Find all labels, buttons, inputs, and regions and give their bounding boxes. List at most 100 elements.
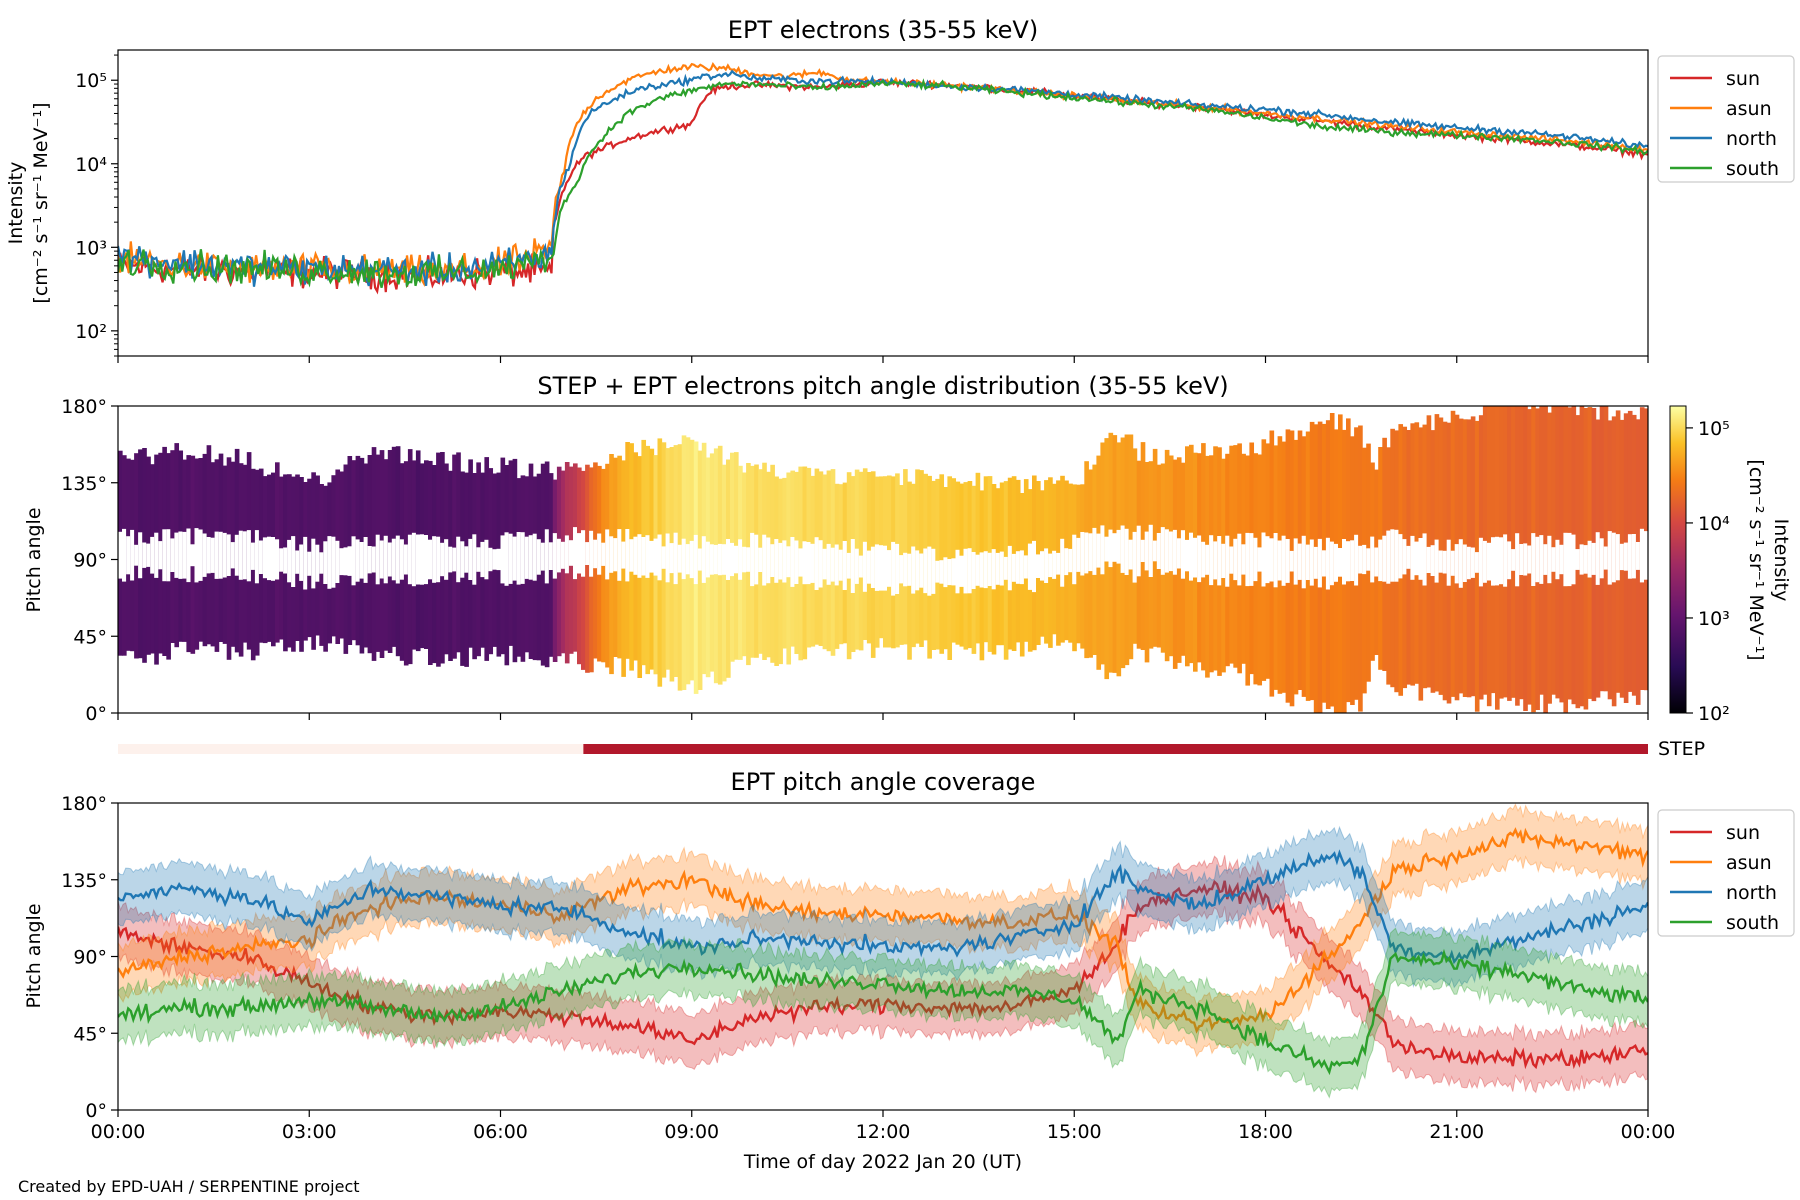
pad-heatmap-gap (1414, 541, 1420, 576)
pad-heatmap-gap (379, 540, 385, 579)
pad-heatmap-gap (1084, 532, 1089, 574)
pad-heatmap-gap (1450, 550, 1456, 576)
pad-heatmap-gap (484, 539, 490, 580)
pad-heatmap-gap (1060, 538, 1065, 587)
pad-heatmap-gap (834, 544, 840, 586)
pad-heatmap-gap (1499, 537, 1504, 585)
pad-heatmap-gap (1128, 539, 1134, 570)
pad-heatmap-gap (1164, 529, 1170, 573)
pad-heatmap-gap (1434, 539, 1440, 583)
pad-heatmap-gap (870, 546, 876, 588)
intensity-series-group (118, 61, 1648, 295)
pad-heatmap-gap (1313, 546, 1319, 579)
pad-heatmap-gap (1410, 535, 1416, 580)
pad-heatmap-gap (1462, 544, 1468, 582)
pad-heatmap-gap (1563, 532, 1569, 587)
pad-heatmap-gap (1644, 531, 1648, 580)
pad-heatmap-gap (1011, 553, 1017, 582)
pad-heatmap-gap (818, 540, 824, 588)
pad-heatmap-gap (1535, 536, 1540, 583)
pad-heatmap-gap (794, 540, 800, 584)
colorbar-ticks: 10² 10³ 10⁴ 10⁵ (1686, 418, 1730, 725)
pad-heatmap-gap (1527, 545, 1532, 574)
pad-heatmap-gap (331, 536, 337, 588)
intensity-legend-label-sun: sun (1726, 68, 1760, 90)
pad-heatmap-gap (1019, 550, 1025, 585)
pad-heatmap-gap (1329, 541, 1335, 586)
pad-heatmap-gap (383, 535, 389, 584)
pad-heatmap-gap (560, 541, 566, 569)
x-tick-label: 21:00 (1429, 1121, 1484, 1143)
pad-heatmap-gap (1305, 544, 1311, 580)
pad-heatmap-gap (1201, 541, 1206, 578)
pad-heatmap-gap (1136, 525, 1142, 577)
pad-heatmap-gap (516, 532, 522, 585)
pad-heatmap-gap (822, 548, 828, 580)
intensity-y-tick-label: 10³ (75, 237, 107, 259)
pad-heatmap-gap (1587, 540, 1593, 578)
pad-heatmap-gap (1438, 550, 1444, 573)
pad-heatmap-gap (1559, 544, 1565, 575)
coverage-y-ticks: 0° 45° 90° 135° 180° (61, 793, 118, 1122)
pad-heatmap-gap (637, 534, 643, 578)
pad-heatmap-gap (464, 546, 469, 573)
pad-heatmap-gap (762, 534, 767, 586)
pad-heatmap-gap (279, 548, 284, 572)
coverage-x-ticks: 00:00 03:00 06:00 09:00 12:00 15:00 18:00 21:00… (91, 1110, 1675, 1143)
pad-heatmap-gap (629, 539, 634, 572)
pad-heatmap-gap (750, 532, 755, 587)
pad-heatmap-gap (625, 529, 630, 582)
pad-heatmap-gap (1273, 533, 1279, 588)
pad-heatmap-gap (307, 551, 312, 576)
pad-heatmap-gap (826, 543, 832, 585)
x-tick-label: 15:00 (1047, 1121, 1102, 1143)
pad-heatmap-gap (1217, 536, 1222, 586)
pad-heatmap-gap (178, 531, 184, 579)
pad-heatmap-gap (1040, 551, 1045, 581)
pad-heatmap-gap (1285, 539, 1291, 583)
pad-heatmap-gap (919, 553, 924, 588)
pad-heatmap-gap (597, 533, 602, 575)
pad-heatmap-gap (186, 528, 192, 583)
pad-heatmap-gap (214, 531, 220, 579)
pad-heatmap-gap (1358, 545, 1363, 574)
pad-heatmap-gap (1056, 552, 1061, 575)
pad-heatmap-gap (540, 542, 546, 571)
pad-heatmap-gap (1209, 535, 1214, 586)
pad-heatmap-gap (291, 536, 296, 587)
pad-heatmap-gap (790, 537, 796, 587)
pad-heatmap-gap (895, 543, 900, 594)
coverage-band-asun (118, 803, 1648, 1058)
pad-heatmap-gap (907, 553, 912, 586)
pad-heatmap-gap (262, 537, 268, 579)
pad-heatmap-gap (734, 545, 739, 574)
pad-heatmap-gap (806, 542, 812, 585)
step-label: STEP (1658, 738, 1705, 760)
pad-heatmap-gap (705, 541, 711, 578)
pad-heatmap-gap (786, 546, 792, 578)
pad-heatmap-gap (432, 536, 437, 583)
pad-heatmap-gap (315, 544, 320, 582)
pad-heatmap-gap (754, 534, 759, 585)
pad-heatmap-gap (311, 538, 316, 589)
pad-heatmap-gap (802, 541, 808, 585)
pad-heatmap-gap (564, 535, 570, 574)
pad-heatmap-gap (1168, 531, 1174, 572)
pad-heatmap-gap (436, 536, 441, 583)
pad-heatmap-gap (347, 546, 353, 576)
pad-heatmap-gap (420, 534, 425, 585)
pad-heatmap-gap (730, 542, 735, 577)
pad-heatmap-gap (1470, 547, 1476, 578)
pad-heatmap-gap (689, 540, 695, 579)
pad-heatmap-gap (428, 539, 433, 580)
pad-heatmap-gap (830, 547, 836, 582)
intensity-legend: sun asun north south (1657, 55, 1795, 183)
pad-heatmap-gap (758, 547, 763, 572)
pad-heatmap-gap (456, 536, 461, 583)
pad-heatmap-gap (1378, 539, 1383, 582)
pad-heatmap-gap (246, 530, 252, 582)
pad-heatmap-gap (568, 540, 574, 566)
pad-heatmap-gap (1374, 547, 1379, 577)
pad-heatmap-gap (452, 547, 457, 572)
pad-heatmap-gap (1233, 538, 1238, 581)
